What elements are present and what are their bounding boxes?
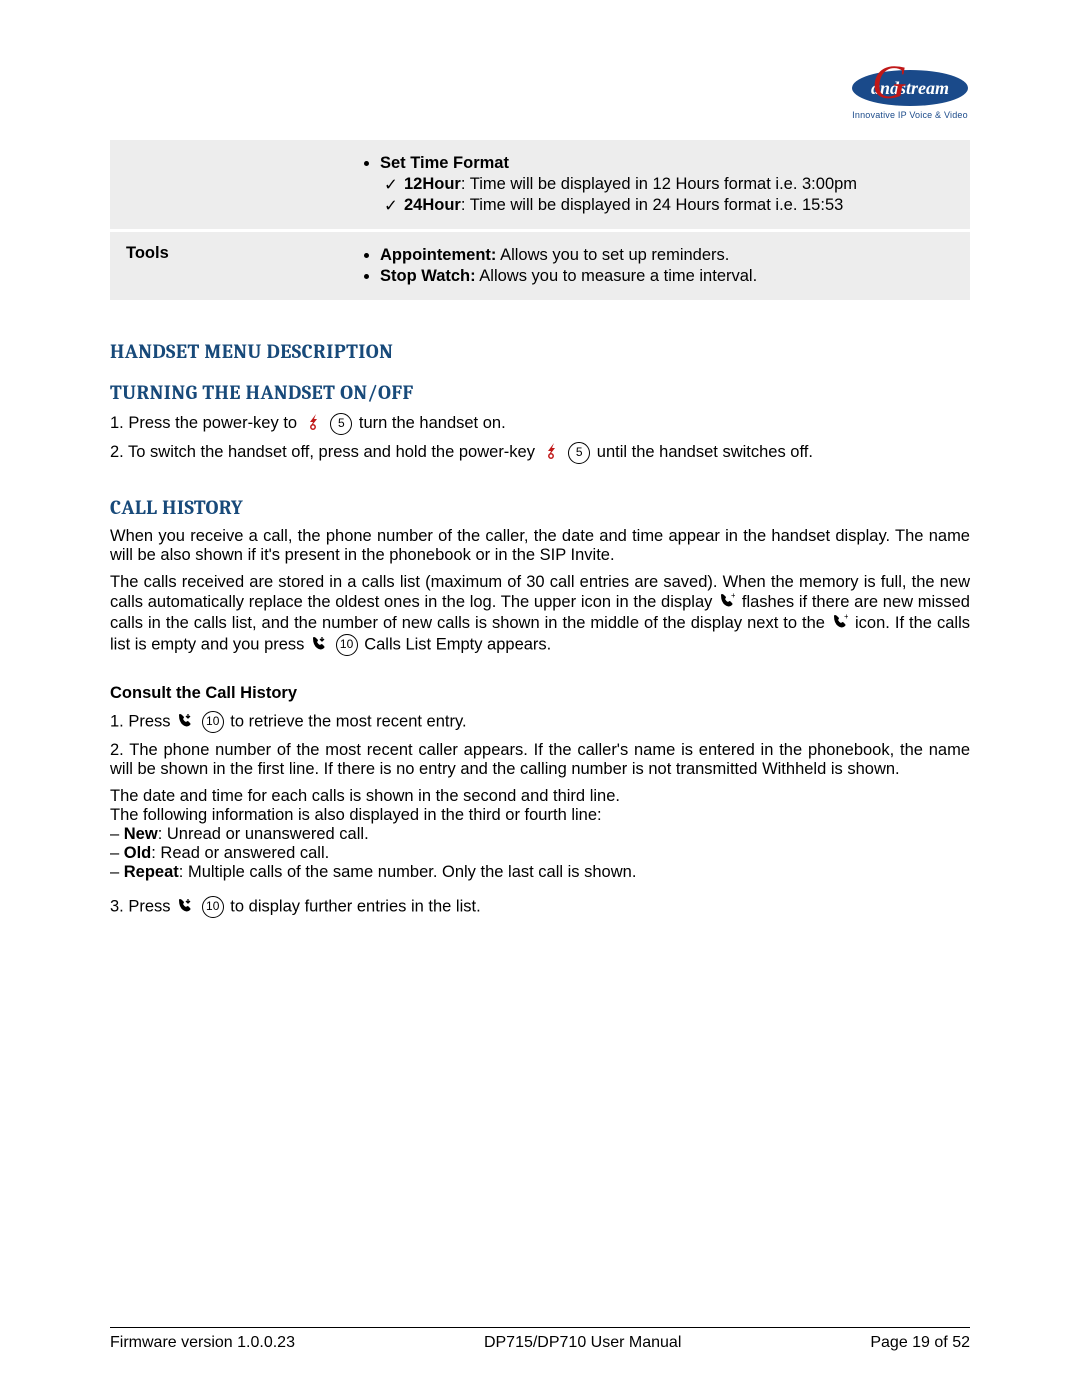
section-heading: CALL HISTORY [110,496,970,519]
svg-text:+: + [731,592,735,600]
section-heading: HANDSET MENU DESCRIPTION [110,340,970,363]
call-down-icon [177,712,193,733]
key-10-icon: 10 [336,634,358,656]
step-item: 2. To switch the handset off, press and … [110,441,970,464]
key-10-icon: 10 [202,896,224,918]
missed-call-icon: + [719,592,735,613]
power-icon [542,441,560,464]
turning-steps: 1. Press the power-key to 5 turn the han… [110,412,970,464]
svg-text:+: + [844,613,848,621]
call-down-icon [311,635,327,656]
subheading: Consult the Call History [110,684,970,703]
manual-page: andstream G Innovative IP Voice & Video … [0,0,1080,1397]
paragraph: When you receive a call, the phone numbe… [110,527,970,565]
logo-tagline: Innovative IP Voice & Video [850,110,970,120]
info-line: – New: Unread or unanswered call. [110,825,970,844]
info-line: The date and time for each calls is show… [110,787,970,806]
row-content: Appointement: Allows you to set up remin… [340,231,970,301]
bullet-item: Stop Watch: Allows you to measure a time… [380,267,954,286]
footer-center: DP715/DP710 User Manual [484,1334,681,1352]
key-5-icon: 5 [330,413,352,435]
table-row: Tools Appointement: Allows you to set up… [110,231,970,301]
info-line: The following information is also displa… [110,806,970,825]
missed-call-icon: + [832,613,848,634]
svg-text:G: G [872,56,907,108]
info-line: – Old: Read or answered call. [110,844,970,863]
row-label: Tools [110,231,340,301]
footer-left: Firmware version 1.0.0.23 [110,1334,295,1352]
footer-right: Page 19 of 52 [870,1334,970,1352]
row-content: Set Time Format 12Hour: Time will be dis… [340,140,970,231]
power-icon [304,412,322,435]
bullet-title: Set Time Format [380,154,509,172]
brand-logo: andstream G Innovative IP Voice & Video [850,48,970,120]
section-heading: TURNING THE HANDSET ON/OFF [110,381,970,404]
table-row: Set Time Format 12Hour: Time will be dis… [110,140,970,231]
grandstream-logo-icon: andstream G [850,48,970,108]
bullet-item: Appointement: Allows you to set up remin… [380,246,954,265]
call-down-icon [177,897,193,918]
key-10-icon: 10 [202,711,224,733]
key-5-icon: 5 [568,442,590,464]
step-item: 2. The phone number of the most recent c… [110,741,970,779]
info-line: – Repeat: Multiple calls of the same num… [110,863,970,882]
step-item: 1. Press the power-key to 5 turn the han… [110,412,970,435]
row-label [110,140,340,231]
step-item: 1. Press 10 to retrieve the most recent … [110,711,970,733]
check-item: 24Hour: Time will be displayed in 24 Hou… [404,196,954,215]
page-footer: Firmware version 1.0.0.23 DP715/DP710 Us… [110,1327,970,1352]
step-item: 3. Press 10 to display further entries i… [110,896,970,918]
check-item: 12Hour: Time will be displayed in 12 Hou… [404,175,954,194]
paragraph: The calls received are stored in a calls… [110,573,970,656]
settings-table: Set Time Format 12Hour: Time will be dis… [110,140,970,300]
